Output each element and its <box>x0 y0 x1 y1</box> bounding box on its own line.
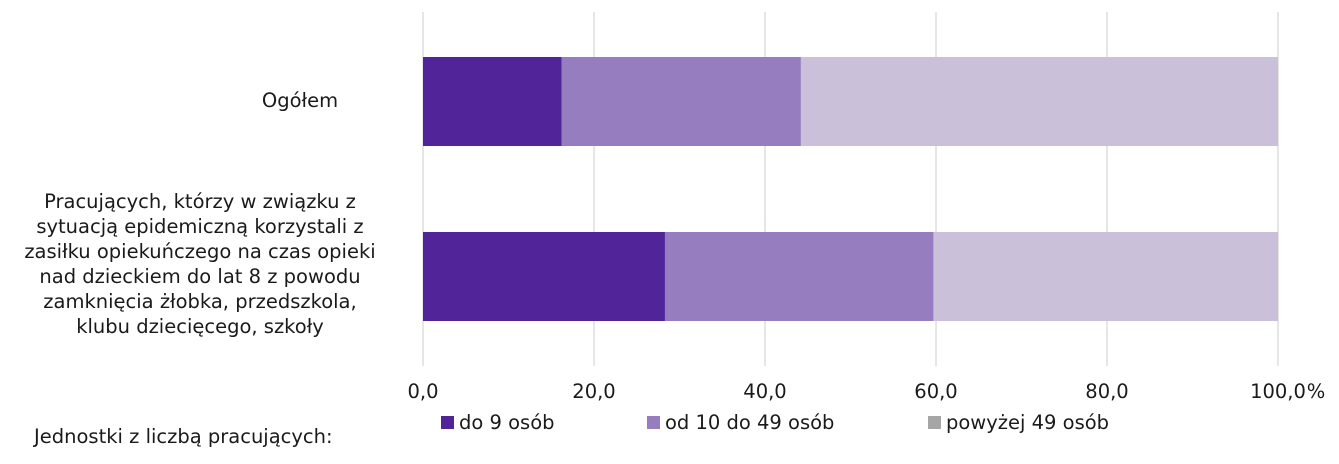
bar-segment <box>664 232 934 321</box>
legend-item-large: powyżej 49 osób <box>928 411 1109 434</box>
legend-label-medium: od 10 do 49 osób <box>665 411 835 434</box>
legend-swatch-large <box>928 416 941 429</box>
stacked-bar-chart: 0,0 20,0 40,0 60,0 80,0 100,0% <box>407 12 1326 403</box>
legend-title: Jednostki z liczbą pracujących: <box>34 425 333 448</box>
x-tick-label: 80,0 <box>1085 380 1128 403</box>
x-tick-label: 0,0 <box>407 380 438 403</box>
bar-segment <box>561 57 801 146</box>
bar-segment <box>800 57 1278 146</box>
x-tick-label: 40,0 <box>743 380 786 403</box>
category-label-total: Ogółem <box>261 89 339 112</box>
legend-label-small: do 9 osób <box>459 411 555 434</box>
legend-item-medium: od 10 do 49 osób <box>647 411 834 434</box>
x-tick-label: 60,0 <box>914 380 957 403</box>
legend-label-large: powyżej 49 osób <box>946 411 1110 434</box>
legend-swatch-medium <box>647 416 660 429</box>
x-tick-label: 20,0 <box>572 380 615 403</box>
bar-segment <box>933 232 1278 321</box>
bar-segment <box>423 232 665 321</box>
x-unit-label: % <box>1307 380 1326 403</box>
category-label-childcare: Pracujących, którzy w związku z sytuacją… <box>24 190 376 338</box>
bar-segment <box>423 57 562 146</box>
x-tick-label: 100,0 <box>1250 380 1306 403</box>
legend-swatch-small <box>441 416 454 429</box>
legend-item-small: do 9 osób <box>441 411 555 434</box>
